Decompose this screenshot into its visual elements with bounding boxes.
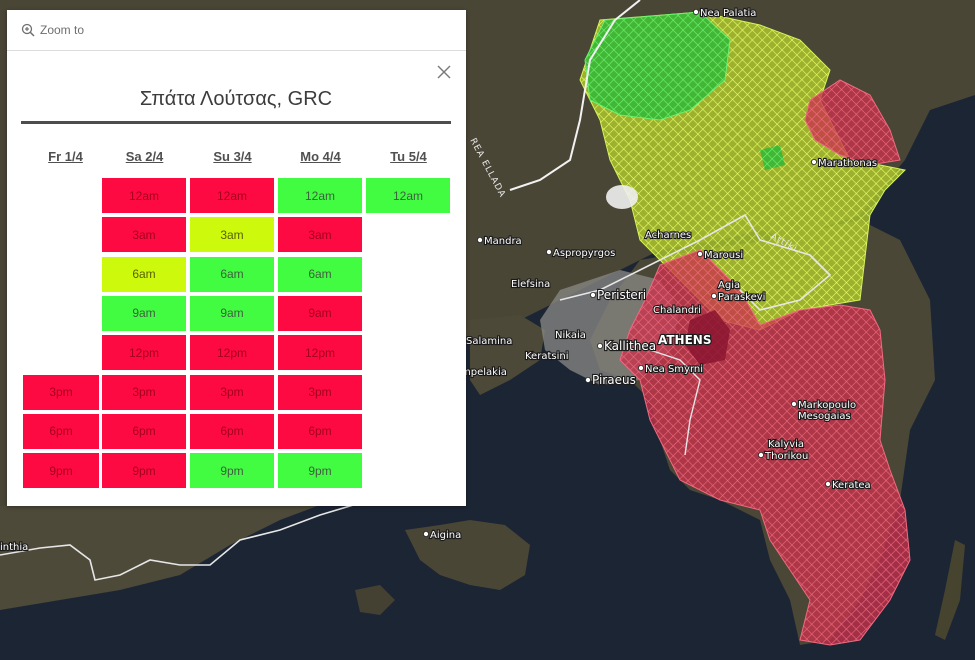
forecast-cell: 9pm	[278, 453, 362, 489]
popup-title: Σπάτα Λούτσας, GRC	[139, 88, 333, 110]
forecast-cell: 6pm	[190, 413, 274, 449]
zoom-to-button[interactable]: Zoom to	[21, 23, 84, 37]
forecast-cell: 12pm	[190, 335, 274, 371]
forecast-cell: 3pm	[278, 374, 362, 410]
place-label-chalandri: Chalandri	[653, 305, 701, 316]
forecast-cell: 9am	[102, 295, 186, 331]
forecast-cell: 6pm	[23, 413, 99, 449]
forecast-cell: 3pm	[23, 374, 99, 410]
place-label-marousi: Marousi	[704, 250, 743, 261]
forecast-cell: 12pm	[278, 335, 362, 371]
place-marker	[590, 291, 597, 298]
place-marker	[585, 376, 592, 383]
forecast-cell: 6am	[278, 256, 362, 292]
place-marker	[638, 364, 645, 371]
forecast-cell: 3pm	[190, 374, 274, 410]
place-marker	[693, 8, 700, 15]
place-label-aspropyrgos: Aspropyrgos	[553, 248, 615, 259]
place-label-kalyvia-2: Thorikou	[764, 451, 808, 462]
place-label-agia-paraskevi-1: Agia	[718, 280, 740, 291]
place-label-mandra: Mandra	[484, 236, 522, 247]
place-marker	[597, 342, 604, 349]
salamina-island	[470, 315, 545, 395]
place-label-markopoulo-2: Mesogaias	[798, 411, 851, 422]
forecast-cell: 3am	[102, 217, 186, 253]
forecast-cell: 6am	[102, 256, 186, 292]
popup-toolbar: Zoom to	[7, 10, 466, 51]
day-header-2[interactable]: Su 3/4	[213, 149, 252, 164]
place-label-keratea: Keratea	[832, 480, 871, 491]
day-header-0[interactable]: Fr 1/4	[48, 149, 83, 164]
place-label-salamina: Salamina	[466, 336, 512, 347]
forecast-cell: 12pm	[102, 335, 186, 371]
map-labels: Nea Palatia Marathonas Acharnes Marousi Agia…	[0, 7, 878, 554]
small-island-sw	[355, 585, 395, 615]
place-label-aigina: Aigina	[430, 530, 461, 541]
place-label-kalyvia-1: Kalyvia	[768, 439, 804, 450]
popup-panel: Zoom to Σπάτα Λούτσας, GRC Fr 1/4 Sa 2/4 S…	[7, 10, 466, 506]
place-marker	[711, 292, 718, 299]
place-marker	[697, 250, 704, 257]
place-label-keratsini: Keratsini	[525, 351, 568, 362]
place-label-nea-palatia: Nea Palatia	[700, 8, 756, 19]
place-label-marathonas: Marathonas	[818, 158, 877, 169]
place-marker	[811, 158, 818, 165]
coast-road-west	[0, 499, 371, 581]
place-marker	[825, 480, 832, 487]
forecast-cell: 9pm	[102, 453, 186, 489]
place-label-ampelakia: mpelakia	[461, 367, 507, 378]
place-label-nea-smyrni: Nea Smyrni	[645, 364, 703, 375]
forecast-cell: 12am	[102, 178, 186, 213]
makronisos-island	[935, 540, 965, 640]
place-label-kallithea: Kallithea	[604, 339, 656, 353]
aigina-island	[405, 520, 530, 590]
forecast-cell: 9am	[278, 295, 362, 331]
zoom-to-label: Zoom to	[40, 23, 85, 37]
place-marker	[791, 400, 798, 407]
place-label-inthia: inthia	[0, 542, 28, 553]
place-label-athens: ATHENS	[658, 333, 711, 347]
forecast-cell: 9am	[190, 295, 274, 331]
forecast-cell: 6pm	[102, 413, 186, 449]
forecast-cell: 9pm	[190, 453, 274, 489]
place-label-markopoulo-1: Markopoulo	[798, 400, 856, 411]
close-icon[interactable]	[437, 65, 451, 79]
forecast-cell: 12am	[278, 178, 362, 213]
place-marker	[476, 236, 483, 243]
place-label-nikaia: Nikaia	[555, 330, 586, 341]
forecast-cell: 12am	[190, 178, 274, 213]
boundary-line-2	[559, 213, 832, 311]
place-marker	[758, 451, 765, 458]
place-label-peristeri: Peristeri	[597, 288, 646, 302]
place-label-acharnes: Acharnes	[645, 230, 691, 241]
forecast-cell: 6am	[190, 256, 274, 292]
place-marker	[546, 248, 553, 255]
forecast-cell: 12am	[366, 178, 450, 213]
forecast-cell: 3am	[278, 217, 362, 253]
zone-green-spot	[760, 145, 785, 170]
title-divider	[21, 121, 451, 124]
place-label-agia-paraskevi-2: Paraskevi	[718, 292, 765, 303]
place-label-elefsina: Elefsina	[511, 279, 550, 290]
cloud	[606, 185, 638, 209]
boundary-line	[509, 0, 641, 191]
day-header-3[interactable]: Mo 4/4	[300, 149, 341, 164]
zoom-in-icon	[21, 23, 35, 37]
day-header-4[interactable]: Tu 5/4	[390, 149, 427, 164]
zone-red-northeast	[804, 79, 901, 166]
zone-dark-red-core	[685, 310, 730, 365]
forecast-cell: 6pm	[278, 413, 362, 449]
forecast-cell: 3am	[190, 217, 274, 253]
place-marker	[422, 531, 429, 538]
place-label-piraeus: Piraeus	[592, 373, 636, 387]
forecast-cell: 9pm	[23, 453, 99, 489]
boundary-line-3	[649, 349, 701, 456]
day-header-1[interactable]: Sa 2/4	[125, 149, 164, 164]
euboea-coast	[930, 0, 975, 90]
forecast-cell: 3pm	[102, 374, 186, 410]
